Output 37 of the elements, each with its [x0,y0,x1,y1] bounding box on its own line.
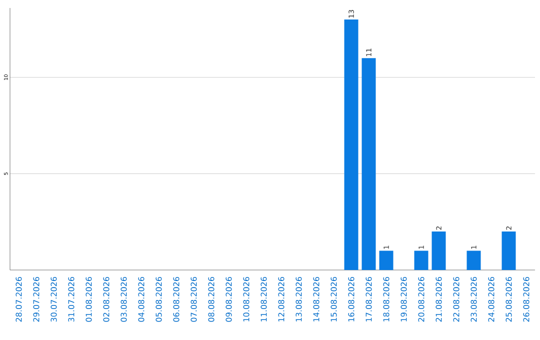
x-tick-label: 05.08.2026 [156,276,162,322]
x-tick-label: 02.08.2026 [103,276,110,322]
x-tick-label: 21.08.2026 [436,276,442,322]
x-tick-label: 10.08.2026 [243,276,250,322]
x-tick-label: 24.08.2026 [488,276,494,322]
bar [502,231,516,270]
x-tick-label: 04.08.2026 [138,276,144,322]
bar [362,58,376,270]
x-tick-label: 18.08.2026 [383,276,390,322]
x-tick-label: 15.08.2026 [330,276,337,322]
x-tick-label: 13.08.2026 [296,276,302,322]
x-tick-label: 12.08.2026 [278,276,284,322]
x-tick-label: 29.07.2026 [33,276,40,322]
x-tick-label: 25.08.2026 [506,276,512,322]
bar [344,20,358,270]
x-tick-label: 08.08.2026 [208,276,214,322]
x-tick-label: 28.07.2026 [16,276,22,322]
x-tick-label: 11.08.2026 [260,276,267,322]
x-tick-label: 16.08.2026 [348,276,354,322]
x-tick-label: 20.08.2026 [418,276,424,322]
x-tick-label: 19.08.2026 [400,276,407,322]
x-tick-label: 31.07.2026 [68,276,74,322]
x-tick-label: 17.08.2026 [366,276,372,322]
x-tick-label: 22.08.2026 [453,276,460,322]
x-tick-label: 23.08.2026 [470,276,477,322]
x-tick-label: 14.08.2026 [313,276,320,322]
bar [379,250,394,270]
x-tick-label: 26.08.2026 [523,276,530,322]
bar [466,250,481,270]
bar [432,231,446,270]
x-tick-label: 30.07.2026 [50,276,57,322]
bar [414,250,428,270]
x-tick-label: 03.08.2026 [120,276,127,322]
x-tick-label: 09.08.2026 [226,276,232,322]
x-tick-label: 01.08.2026 [86,276,92,322]
x-tick-label: 06.08.2026 [173,276,180,322]
x-tick-label: 07.08.2026 [190,276,197,322]
